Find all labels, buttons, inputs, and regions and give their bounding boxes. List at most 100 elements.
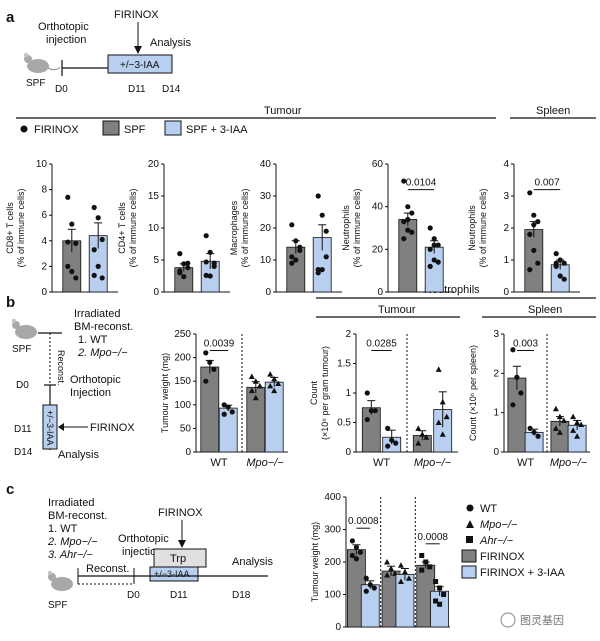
data-point: [65, 263, 71, 269]
data-point: [510, 347, 516, 353]
orthotopic-label: Orthotopic injection: [118, 533, 172, 558]
data-point: [73, 275, 79, 281]
data-point: [560, 417, 567, 424]
data-point: [561, 260, 567, 266]
data-point: [203, 233, 209, 239]
y-tick-label: 4: [41, 236, 47, 247]
treatment-label: +/−3-IAA: [120, 60, 160, 71]
spleen-section-label: Spleen: [536, 105, 570, 117]
data-point: [527, 190, 533, 196]
option-mpo: 2. Mpo−/−: [77, 347, 128, 359]
analysis-label: Analysis: [150, 37, 191, 49]
y-tick-label: 40: [260, 159, 272, 170]
orthotopic-line-1: Orthotopic: [118, 533, 169, 545]
data-point: [415, 440, 422, 446]
data-point: [315, 193, 321, 199]
data-point: [297, 244, 303, 250]
data-point: [177, 268, 183, 274]
y-tick-label: 2: [503, 223, 509, 234]
data-point: [211, 366, 217, 372]
data-point: [181, 261, 187, 267]
legend-spf-iaa-swatch: [164, 120, 182, 136]
data-point: [371, 585, 377, 591]
y-tick-label: 3: [493, 329, 499, 340]
analysis-label: Analysis: [232, 556, 273, 568]
data-point: [363, 575, 369, 581]
irradiated-label: Irradiated BM-reconst.: [74, 308, 133, 333]
y-axis-label-line: Neutrophils: [341, 205, 351, 251]
mouse-icon: [11, 318, 37, 339]
p-value: 0.0008: [417, 532, 448, 543]
data-point: [293, 238, 299, 244]
y-tick-label: 0: [503, 287, 509, 298]
data-point: [91, 247, 97, 253]
data-point: [574, 419, 581, 425]
data-point: [556, 429, 563, 435]
reconst-label: Reconst.: [56, 350, 66, 386]
data-point: [419, 567, 425, 573]
y-axis-label: Tumour weight (mg): [160, 353, 170, 433]
analysis-label: Analysis: [58, 449, 99, 461]
treatment-box: [42, 404, 58, 450]
firinox-arrow-icon: [58, 423, 64, 431]
data-point: [397, 562, 404, 568]
bar: [200, 366, 220, 453]
y-axis-label: Tumour weight (mg): [310, 522, 320, 602]
data-point: [552, 405, 559, 412]
tick-d11: D11: [128, 84, 146, 95]
panel-a-legend: FIRINOX SPF SPF + 3-IAA: [20, 120, 248, 136]
y-tick-label: 1: [345, 388, 351, 399]
data-point: [357, 549, 363, 555]
mouse-icon: [47, 570, 73, 591]
y-axis-label: Macrophages(% of immune cells): [229, 188, 250, 267]
y-tick-label: 300: [324, 525, 341, 536]
firinox-arrow-icon: [178, 540, 186, 548]
data-point: [91, 272, 97, 278]
p-value: 0.0008: [348, 516, 379, 527]
data-point: [207, 359, 213, 365]
chart-a-neu-t: 0 20 40 60 Neutrophils(% of immune cells) 0.0…: [341, 159, 454, 298]
treatment-label: +/−3-IAA: [154, 569, 190, 579]
data-point: [557, 273, 563, 279]
data-point: [405, 575, 412, 581]
option-mpo: 2. Mpo−/−: [47, 536, 98, 548]
data-point: [275, 380, 282, 387]
data-point: [353, 544, 359, 550]
data-point: [405, 216, 411, 223]
wechat-icon: [500, 612, 516, 628]
legend-firinox-iaa-swatch: [461, 565, 477, 579]
legend-firinox: FIRINOX: [34, 124, 79, 136]
bar: [395, 573, 415, 628]
y-tick-label: 40: [372, 202, 384, 213]
data-point: [415, 425, 422, 431]
y-tick-label: 0: [153, 287, 159, 298]
y-tick-label: 0: [41, 287, 47, 298]
data-point: [574, 433, 581, 439]
mouse-label: SPF: [48, 600, 67, 611]
data-point: [211, 263, 217, 269]
data-point: [557, 257, 563, 263]
y-axis-label-line: Tumour weight (mg): [310, 522, 320, 602]
data-point: [441, 592, 447, 597]
option-wt: 1. WT: [48, 523, 78, 535]
data-point: [271, 387, 278, 394]
chart-a-mac: 0 10 20 30 40 Macrophages(% of immune cells): [229, 159, 342, 298]
y-tick-label: 8: [41, 185, 47, 196]
data-point: [323, 254, 329, 260]
data-point: [95, 215, 101, 221]
y-tick-label: 0: [335, 622, 341, 633]
d11-label: D11: [14, 424, 32, 435]
data-point: [91, 204, 97, 211]
data-point: [527, 425, 533, 431]
y-axis-label-line: Count (×10⁶ per spleen): [468, 345, 478, 441]
p-value: 0.003: [513, 339, 538, 350]
data-point: [177, 251, 183, 257]
data-point: [252, 378, 259, 384]
data-point: [397, 578, 404, 584]
orthotopic-line-2: Injection: [70, 387, 111, 399]
data-point: [531, 212, 537, 218]
y-axis-label: Count(×10⁶ per gram tumour): [309, 346, 330, 440]
treatment-box: [107, 54, 173, 74]
y-tick-label: 50: [180, 423, 192, 434]
data-point: [293, 257, 299, 263]
